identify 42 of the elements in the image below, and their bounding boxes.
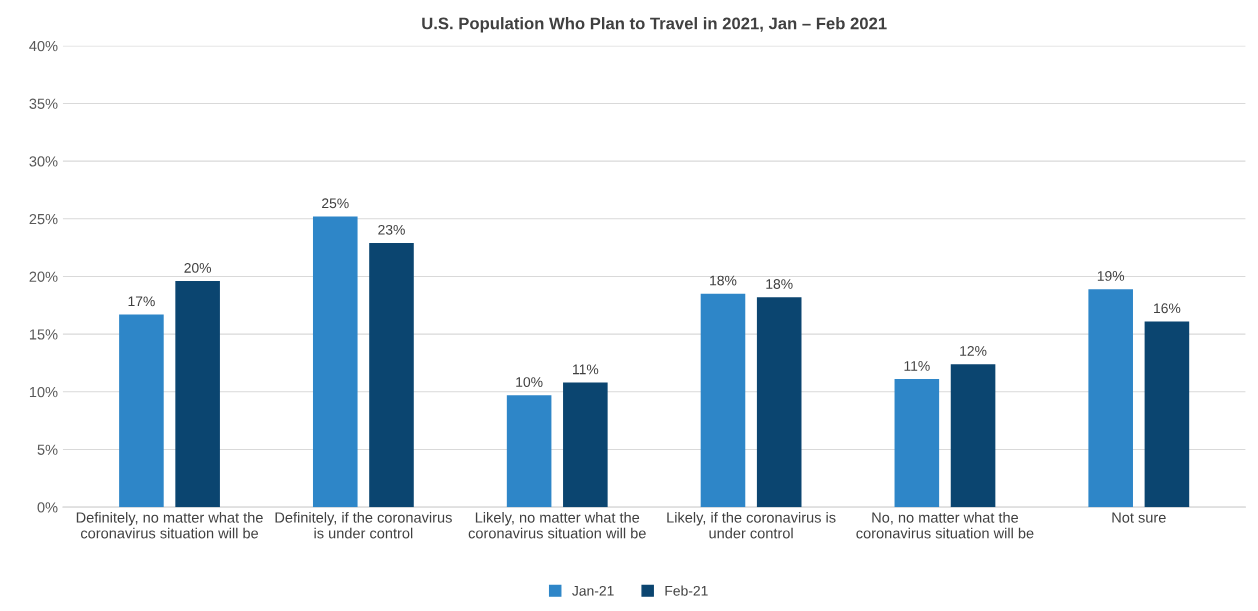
data-label: 16%	[1154, 303, 1181, 314]
y-tick-label: 25%	[29, 213, 58, 225]
data-label: 10%	[516, 377, 543, 387]
bar	[175, 281, 220, 508]
y-tick-label: 40%	[29, 40, 58, 52]
bar	[312, 216, 358, 508]
bar	[563, 382, 608, 508]
data-label: 20%	[184, 262, 212, 273]
legend-label: Feb-21	[665, 585, 708, 596]
x-tick-label: No, no matter what the coronavirus situation will be	[856, 511, 1034, 539]
y-tick-label: 15%	[29, 329, 58, 340]
bar	[1144, 321, 1190, 508]
data-label: 19%	[1097, 271, 1125, 281]
data-label: 11%	[573, 364, 599, 375]
y-tick-label: 5%	[37, 444, 58, 455]
chart-title: U.S. Population Who Plan to Travel in 2021, Jan – Feb 2021	[422, 17, 887, 33]
y-tick-label: 30%	[29, 156, 58, 167]
legend-label: Jan-21	[572, 585, 614, 596]
x-tick-label: Definitely, if the coronavirus is under control	[275, 511, 452, 539]
data-label: 18%	[710, 275, 737, 286]
data-label: 25%	[322, 198, 349, 209]
data-label: 18%	[766, 279, 793, 289]
bar	[506, 395, 552, 508]
y-tick-label: 20%	[29, 271, 58, 282]
y-tick-label: 10%	[29, 386, 58, 398]
x-tick-label: Not sure	[1112, 512, 1166, 523]
x-tick-label: Likely, no matter what the coronavirus situation will be	[468, 511, 646, 539]
bar	[700, 293, 746, 508]
bar	[894, 379, 940, 508]
bar	[950, 364, 996, 508]
data-label: 12%	[960, 345, 987, 356]
data-label: 23%	[378, 224, 405, 235]
data-label: 17%	[128, 296, 155, 307]
data-label: 11%	[904, 361, 930, 371]
bar	[1088, 289, 1133, 508]
x-tick-label: Definitely, no matter what the coronavirus situation will be	[76, 511, 263, 539]
x-tick-label: Likely, if the coronavirus is under control	[667, 511, 836, 539]
y-tick-label: 35%	[29, 98, 58, 109]
bar	[369, 243, 414, 508]
y-tick-label: 0%	[37, 502, 58, 513]
bar	[756, 297, 802, 508]
bar	[119, 314, 164, 508]
